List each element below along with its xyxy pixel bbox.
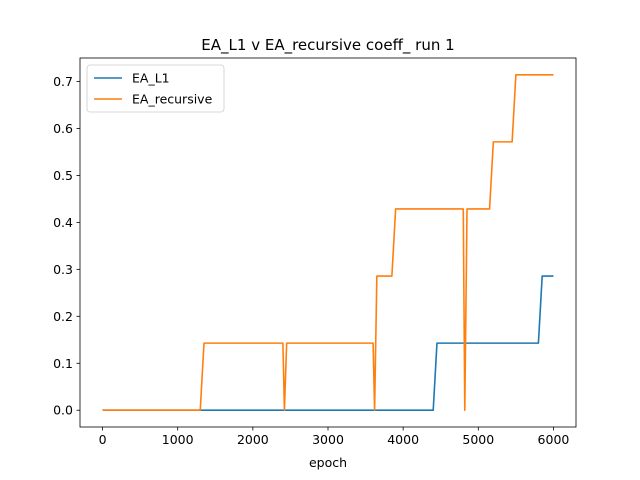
x-tick-label: 6000 (538, 432, 570, 447)
series-layer (102, 73, 554, 412)
chart-title: EA_L1 v EA_recursive coeff_ run 1 (201, 36, 454, 55)
y-axis: 0.0 0.1 0.2 0.3 0.4 0.5 0.6 0.7 (53, 74, 80, 418)
y-tick-label: 0.1 (53, 356, 73, 371)
x-tick-label: 4000 (387, 432, 419, 447)
x-tick-label: 0 (99, 432, 107, 447)
y-tick-label: 0.0 (53, 403, 73, 418)
legend-box (86, 64, 225, 113)
series-line-ea-l1 (102, 275, 554, 412)
x-tick-label: 3000 (312, 432, 344, 447)
y-tick-label: 0.3 (53, 262, 73, 277)
x-tick-label: 2000 (237, 432, 269, 447)
y-tick-label: 0.6 (53, 121, 73, 136)
y-tick-label: 0.2 (53, 309, 73, 324)
x-axis-label: epoch (309, 455, 347, 470)
legend-label: EA_recursive (132, 92, 213, 107)
x-tick-label: 1000 (162, 432, 194, 447)
legend-label: EA_L1 (132, 71, 170, 86)
y-tick-label: 0.7 (53, 74, 73, 89)
series-line-ea-recursive (102, 73, 554, 412)
y-tick-label: 0.5 (53, 168, 73, 183)
x-axis: 0 1000 2000 3000 4000 5000 6000 (99, 427, 570, 447)
legend: EA_L1 EA_recursive (86, 64, 225, 113)
y-tick-label: 0.4 (53, 215, 73, 230)
x-tick-label: 5000 (462, 432, 494, 447)
